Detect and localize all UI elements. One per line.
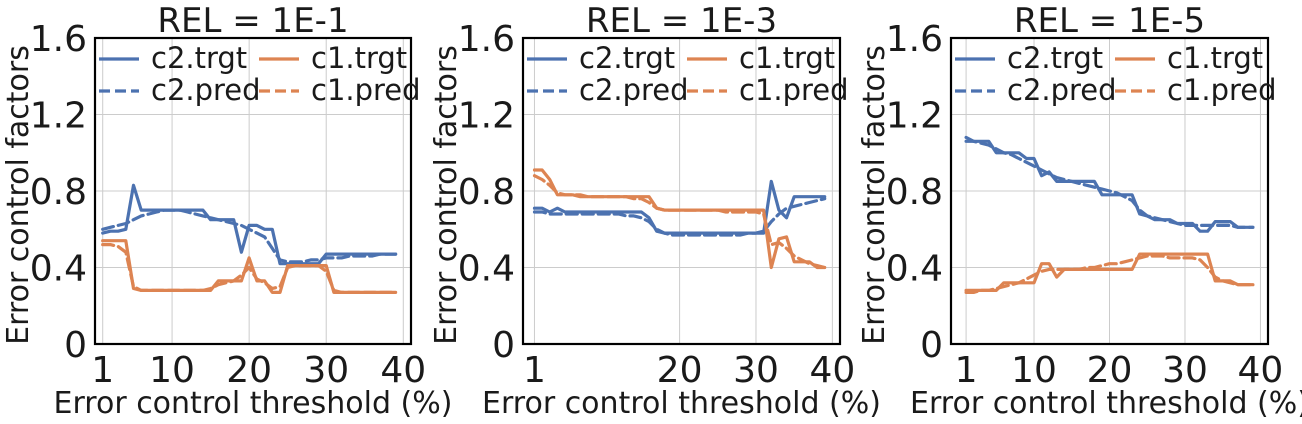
legend-label: c1.trgt	[739, 41, 835, 75]
x-tick-label: 10	[149, 350, 195, 391]
x-axis-label: Error control threshold (%)	[910, 386, 1302, 421]
y-tick-label: 0.4	[458, 249, 515, 290]
y-axis-label: Error control factors	[857, 45, 892, 345]
x-tick-label: 20	[226, 350, 272, 391]
y-tick-label: 0.4	[30, 249, 87, 290]
legend: c2.trgt c1.trgt c2.pred c1.pred	[955, 41, 1277, 107]
series-line-c2-trgt	[101, 183, 398, 266]
subplot-1: 1 10 20 30 40 0 0.4 0.8 1.2 1.6 REL = 1E-1 Error co…	[1, 1, 452, 421]
legend-label: c2.pred	[1007, 73, 1117, 107]
y-tick-label: 0.8	[30, 172, 87, 213]
y-tick-label: 1.6	[30, 19, 87, 60]
plot-frame	[93, 36, 413, 346]
y-tick-label: 0	[920, 325, 943, 366]
legend-label: c1.pred	[311, 73, 421, 107]
plot-frame	[949, 36, 1270, 346]
x-tick-label: 30	[303, 350, 349, 391]
legend-label: c2.trgt	[1007, 41, 1103, 75]
series-line-c1-pred	[101, 243, 398, 294]
y-tick-label: 1.6	[886, 19, 943, 60]
subplot-3: 1 10 20 30 40 0 0.4 0.8 1.2 1.6 REL = 1E-5 Error co…	[857, 1, 1302, 421]
series-line-c2-trgt	[964, 139, 1255, 233]
y-tick-label: 1.2	[30, 96, 87, 137]
x-tick-label: 1	[523, 350, 546, 391]
x-tick-label: 20	[657, 350, 703, 391]
y-tick-label: 0.8	[458, 172, 515, 213]
y-tick-label: 0	[64, 325, 87, 366]
y-axis-label: Error control factors	[1, 45, 36, 345]
x-axis-label: Error control threshold (%)	[482, 386, 881, 421]
legend-label: c1.pred	[1167, 73, 1277, 107]
series-line-c1-pred	[964, 254, 1255, 294]
series-line-c2-pred	[101, 208, 398, 264]
y-axis-label: Error control factors	[429, 45, 464, 345]
legend-label: c1.trgt	[311, 41, 407, 75]
subplot-title: REL = 1E-5	[1014, 1, 1205, 41]
x-axis-label: Error control threshold (%)	[54, 386, 453, 421]
series-line-c2-pred	[964, 135, 1255, 229]
y-tick-label: 0.8	[886, 172, 943, 213]
x-tick-label: 1	[91, 350, 114, 391]
plot-frame	[521, 36, 842, 346]
x-tick-label: 40	[1238, 350, 1284, 391]
x-tick-label: 1	[955, 350, 978, 391]
legend: c2.trgt c1.trgt c2.pred c1.pred	[527, 41, 849, 107]
y-tick-label: 1.6	[458, 19, 515, 60]
x-tick-label: 10	[1011, 350, 1057, 391]
y-tick-label: 0	[492, 325, 515, 366]
legend-label: c2.trgt	[579, 41, 675, 75]
legend-label: c1.trgt	[1167, 41, 1263, 75]
y-tick-label: 1.2	[458, 96, 515, 137]
series-line-c2-trgt	[532, 179, 827, 235]
legend-label: c2.pred	[579, 73, 689, 107]
series-line-c2-pred	[532, 197, 827, 237]
y-tick-label: 0.4	[886, 249, 943, 290]
legend-label: c2.pred	[151, 73, 261, 107]
legend-label: c1.pred	[739, 73, 849, 107]
subplot-2: 1 20 30 40 0 0.4 0.8 1.2 1.6 REL = 1E-3 Error cont…	[429, 1, 881, 421]
x-tick-label: 20	[1087, 350, 1133, 391]
x-tick-label: 30	[733, 350, 779, 391]
x-tick-label: 30	[1162, 350, 1208, 391]
subplot-title: REL = 1E-1	[157, 1, 348, 41]
x-tick-label: 40	[809, 350, 855, 391]
x-tick-label: 40	[380, 350, 426, 391]
legend-label: c2.trgt	[151, 41, 247, 75]
y-tick-label: 1.2	[886, 96, 943, 137]
legend: c2.trgt c1.trgt c2.pred c1.pred	[99, 41, 421, 107]
subplot-title: REL = 1E-3	[586, 1, 777, 41]
series-line-c1-pred	[532, 174, 827, 270]
